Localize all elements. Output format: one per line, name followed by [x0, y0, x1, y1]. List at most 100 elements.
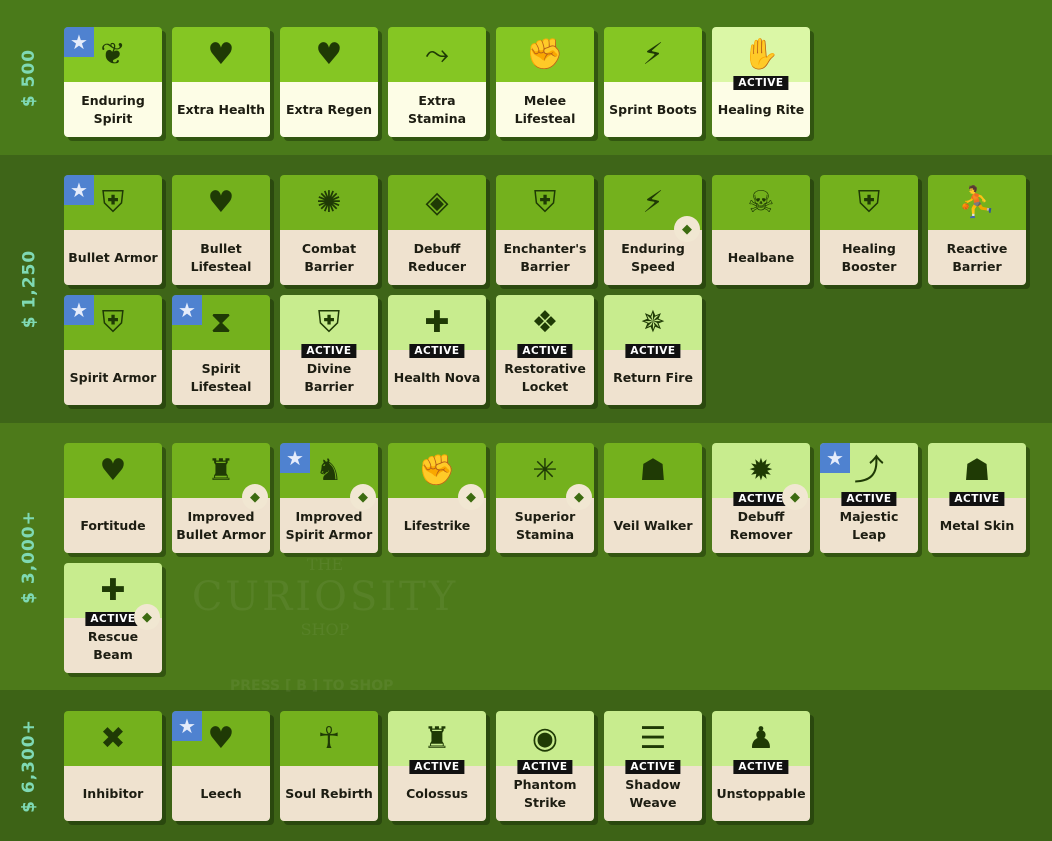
item-name: Enduring Spirit: [64, 82, 162, 137]
item-card[interactable]: ❦ ★ Enduring Spirit: [64, 27, 162, 137]
item-icon-area: ☥: [280, 711, 378, 766]
item-card[interactable]: ♥ ★ Leech: [172, 711, 270, 821]
diamond-arrow-icon: ◆: [782, 484, 808, 510]
active-badge: ACTIVE: [409, 760, 465, 774]
item-card[interactable]: ☗ ACTIVE Metal Skin: [928, 443, 1026, 553]
item-card[interactable]: ☗ Veil Walker: [604, 443, 702, 553]
dash-icon: ⤳: [425, 36, 449, 72]
active-badge: ACTIVE: [625, 344, 681, 358]
item-name: Debuff Reducer: [388, 230, 486, 285]
item-name: Enchanter's Barrier: [496, 230, 594, 285]
item-card[interactable]: ⧗ ★ Spirit Lifesteal: [172, 295, 270, 405]
item-name: Return Fire: [604, 350, 702, 405]
star-icon: ★: [64, 27, 94, 57]
tier-section: $ 3,000+ ♥ Fortitude ♜ ◆ Improved Bullet Armo…: [0, 423, 1052, 690]
item-name: Improved Bullet Armor: [172, 498, 270, 553]
item-card[interactable]: ⛨ Enchanter's Barrier: [496, 175, 594, 285]
item-card[interactable]: ⛨ ACTIVE Divine Barrier: [280, 295, 378, 405]
barrier-icon: ✺: [316, 184, 342, 220]
item-card[interactable]: ♥ Extra Health: [172, 27, 270, 137]
item-card[interactable]: ☰ ACTIVE Shadow Weave: [604, 711, 702, 821]
item-card[interactable]: ⛨ ★ Spirit Armor: [64, 295, 162, 405]
item-icon-area: ⛨ ★: [64, 175, 162, 230]
tier-price-label: $ 1,250: [19, 249, 39, 329]
item-card[interactable]: ♜ ACTIVE Colossus: [388, 711, 486, 821]
item-card[interactable]: ✊ ◆ Lifestrike: [388, 443, 486, 553]
item-card[interactable]: ⤴ ★ ACTIVE Majestic Leap: [820, 443, 918, 553]
item-name: Health Nova: [388, 350, 486, 405]
item-card[interactable]: ♥ Fortitude: [64, 443, 162, 553]
item-card[interactable]: ♜ ◆ Improved Bullet Armor: [172, 443, 270, 553]
tier-section: $ 6,300+ ✖ Inhibitor ♥ ★ Leech ☥ Soul Rebirth ♜ A…: [0, 690, 1052, 841]
item-name: Unstoppable: [712, 766, 810, 821]
item-card[interactable]: ✵ ACTIVE Return Fire: [604, 295, 702, 405]
item-card[interactable]: ♥ Bullet Lifesteal: [172, 175, 270, 285]
item-name: Healbane: [712, 230, 810, 285]
item-icon-area: ⛨ ★: [64, 295, 162, 350]
star-icon: ★: [64, 295, 94, 325]
leap-icon: ⤴: [854, 452, 884, 488]
item-card[interactable]: ✖ Inhibitor: [64, 711, 162, 821]
active-badge: ACTIVE: [733, 760, 789, 774]
weave-icon: ☰: [639, 720, 667, 756]
item-card[interactable]: ♞ ★ ◆ Improved Spirit Armor: [280, 443, 378, 553]
item-icon-area: ♜ ACTIVE: [388, 711, 486, 774]
sparkle-heart-icon: ♥: [99, 452, 127, 488]
item-card[interactable]: ⛨ ★ Bullet Armor: [64, 175, 162, 285]
item-card[interactable]: ♥ Extra Regen: [280, 27, 378, 137]
item-icon-area: ✹ ACTIVE ◆: [712, 443, 810, 510]
active-badge: ACTIVE: [625, 760, 681, 774]
item-card[interactable]: ⚡ ◆ Enduring Speed: [604, 175, 702, 285]
item-name: Bullet Lifesteal: [172, 230, 270, 285]
item-card[interactable]: ✚ ACTIVE Health Nova: [388, 295, 486, 405]
item-card[interactable]: ☠ Healbane: [712, 175, 810, 285]
item-card[interactable]: ✺ Combat Barrier: [280, 175, 378, 285]
tier-price: $ 1,250: [14, 155, 44, 423]
item-card[interactable]: ⤳ Extra Stamina: [388, 27, 486, 137]
active-badge: ACTIVE: [733, 76, 789, 90]
item-card[interactable]: ⛹ Reactive Barrier: [928, 175, 1026, 285]
item-card[interactable]: ◈ Debuff Reducer: [388, 175, 486, 285]
item-card[interactable]: ❖ ACTIVE Restorative Locket: [496, 295, 594, 405]
veiled-figure-icon: ☗: [639, 452, 667, 488]
fist-icon: ◆: [458, 484, 484, 510]
item-card[interactable]: ✊ Melee Lifesteal: [496, 27, 594, 137]
item-icon-area: ⤳: [388, 27, 486, 82]
item-card[interactable]: ✳ ◆ Superior Stamina: [496, 443, 594, 553]
item-name: Spirit Armor: [64, 350, 162, 405]
item-name: Melee Lifesteal: [496, 82, 594, 137]
item-icon-area: ✋ ACTIVE: [712, 27, 810, 90]
item-name: Healing Rite: [712, 82, 810, 137]
item-icon-area: ✺: [280, 175, 378, 230]
item-icon-area: ✚ ACTIVE ◆: [64, 563, 162, 630]
item-card[interactable]: ☥ Soul Rebirth: [280, 711, 378, 821]
bullet-shield-icon: ⛨: [101, 184, 125, 220]
item-card[interactable]: ✹ ACTIVE ◆ Debuff Remover: [712, 443, 810, 553]
item-icon-area: ❖ ACTIVE: [496, 295, 594, 358]
item-icon-area: ✊ ◆: [388, 443, 486, 510]
item-icon-area: ♥ ★: [172, 711, 270, 766]
heart-icon: ♥: [207, 36, 235, 72]
item-card[interactable]: ⚡ Sprint Boots: [604, 27, 702, 137]
item-name: Divine Barrier: [280, 350, 378, 405]
phantom-icon: ◉: [531, 720, 559, 756]
item-name: Metal Skin: [928, 498, 1026, 553]
item-name: Colossus: [388, 766, 486, 821]
horned-shield-icon: ⛨: [317, 304, 341, 340]
diamond-arrow-icon: ◈: [425, 184, 449, 220]
item-card[interactable]: ✋ ACTIVE Healing Rite: [712, 27, 810, 137]
active-badge: ACTIVE: [409, 344, 465, 358]
item-card[interactable]: ⛨ Healing Booster: [820, 175, 918, 285]
pin-icon: ◆: [674, 216, 700, 242]
item-name: Sprint Boots: [604, 82, 702, 137]
item-icon-area: ⛨: [496, 175, 594, 230]
tier-price: $ 6,300+: [14, 690, 44, 841]
healing-hand-icon: ✋: [742, 36, 780, 72]
item-card[interactable]: ✚ ACTIVE ◆ Rescue Beam: [64, 563, 162, 673]
item-card[interactable]: ♟ ACTIVE Unstoppable: [712, 711, 810, 821]
item-card[interactable]: ◉ ACTIVE Phantom Strike: [496, 711, 594, 821]
item-icon-area: ⤴ ★ ACTIVE: [820, 443, 918, 506]
item-icon-area: ✵ ACTIVE: [604, 295, 702, 358]
item-name: Combat Barrier: [280, 230, 378, 285]
beam-icon: ✚: [100, 572, 126, 608]
